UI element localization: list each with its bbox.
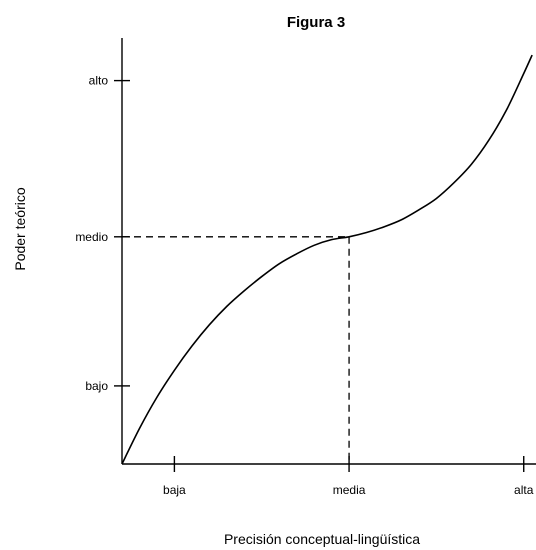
series-curve xyxy=(121,54,533,465)
y-tick-label-1: medio xyxy=(75,230,108,244)
x-tick-label-2: alta xyxy=(514,483,534,497)
y-axis-label: Poder teórico xyxy=(12,187,28,270)
y-tick-label-2: alto xyxy=(89,74,109,88)
chart-title: Figura 3 xyxy=(287,14,345,31)
x-tick-label-0: baja xyxy=(163,483,186,497)
y-tick-label-0: bajo xyxy=(85,379,108,393)
x-axis-label: Precisión conceptual-lingüística xyxy=(224,531,420,547)
x-ticks: baja media alta xyxy=(163,456,534,497)
reference-lines xyxy=(122,236,350,464)
x-tick-label-1: media xyxy=(333,483,366,497)
